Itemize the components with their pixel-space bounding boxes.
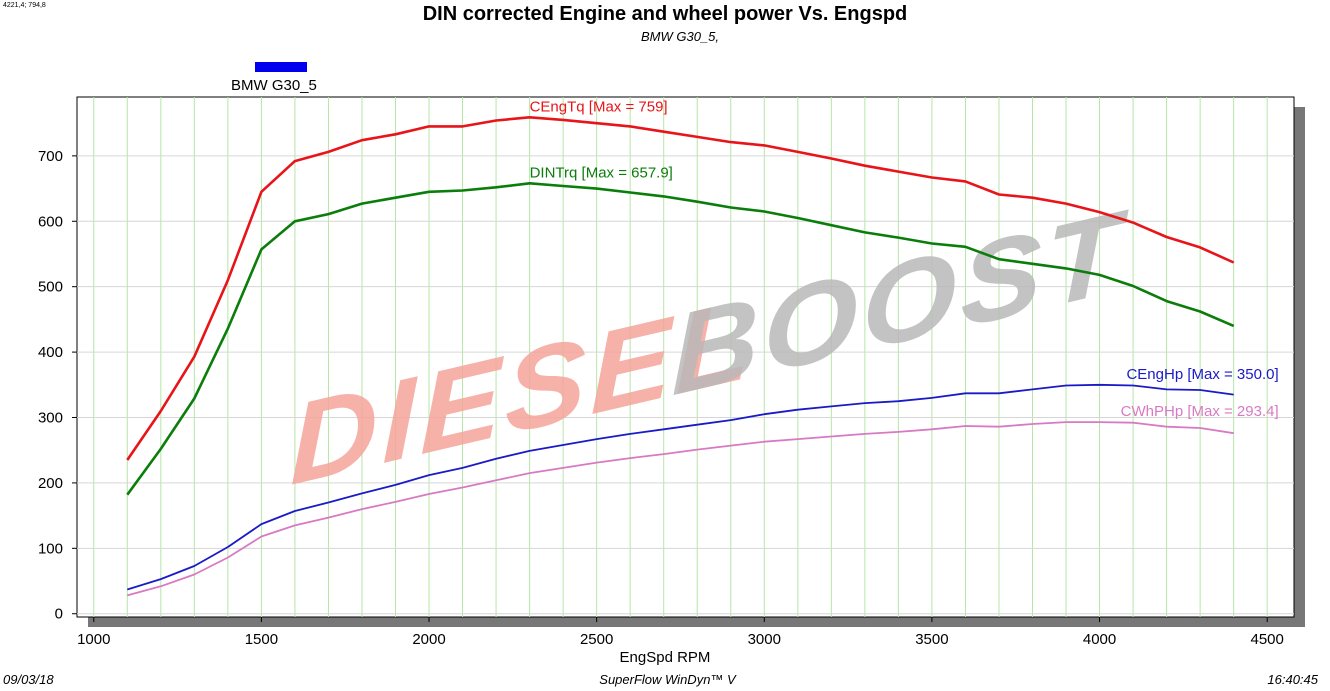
x-tick-label: 3000 bbox=[748, 631, 781, 648]
cursor-readout: 4221,4; 794,8 bbox=[3, 2, 46, 9]
y-tick-label: 100 bbox=[38, 540, 63, 557]
x-tick-label: 2500 bbox=[580, 631, 613, 648]
series-labels: CEngTq [Max = 759] DINTrq [Max = 657.9] CE… bbox=[530, 98, 1279, 420]
chart-title: DIN corrected Engine and wheel power Vs.… bbox=[422, 3, 908, 25]
series-label-cenghp: CEngHp [Max = 350.0] bbox=[1126, 366, 1278, 383]
x-tick-label: 1500 bbox=[245, 631, 278, 648]
chart-subtitle: BMW G30_5, bbox=[640, 29, 720, 44]
y-tick-label: 200 bbox=[38, 475, 63, 492]
x-tick-label: 4000 bbox=[1083, 631, 1116, 648]
x-axis-label: EngSpd RPM bbox=[620, 649, 711, 666]
y-tick-label: 600 bbox=[38, 213, 63, 230]
series-line-cenghp[interactable] bbox=[127, 383, 1234, 591]
series-line-cwhphp[interactable] bbox=[127, 421, 1234, 597]
legend-label[interactable]: BMW G30_5 bbox=[231, 77, 317, 94]
x-tick-label: 4500 bbox=[1250, 631, 1283, 648]
y-tick-label: 300 bbox=[38, 410, 63, 427]
y-tick-label: 700 bbox=[38, 148, 63, 165]
axis-ticks: 0 100 200 300 400 500 600 700 1000 1500 2000 2500 30… bbox=[38, 148, 1284, 648]
series-label-cengtq: CEngTq [Max = 759] bbox=[530, 98, 668, 115]
footer-date: 09/03/18 bbox=[3, 672, 54, 687]
series-label-cwhphp: CWhPHp [Max = 293.4] bbox=[1121, 403, 1279, 420]
series-label-dintrq: DINTrq [Max = 657.9] bbox=[530, 164, 673, 181]
x-tick-label: 3500 bbox=[915, 631, 948, 648]
y-tick-label: 0 bbox=[55, 606, 63, 623]
grid bbox=[77, 97, 1294, 617]
x-tick-label: 1000 bbox=[77, 631, 110, 648]
y-tick-label: 400 bbox=[38, 344, 63, 361]
series-line-dintrq[interactable] bbox=[126, 182, 1235, 496]
footer-app-name: SuperFlow WinDyn™ V bbox=[599, 672, 736, 687]
legend-swatch[interactable] bbox=[255, 62, 307, 72]
series-line-cengtq[interactable] bbox=[126, 116, 1235, 461]
y-tick-label: 500 bbox=[38, 279, 63, 296]
x-tick-label: 2000 bbox=[412, 631, 445, 648]
series-lines[interactable] bbox=[126, 116, 1235, 597]
footer-time: 16:40:45 bbox=[1267, 672, 1318, 687]
